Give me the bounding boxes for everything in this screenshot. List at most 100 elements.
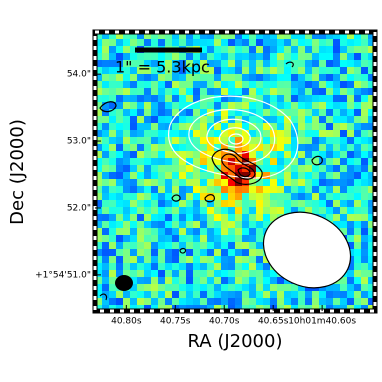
pixel <box>214 53 221 60</box>
pixel <box>123 298 130 305</box>
pixel <box>109 123 116 130</box>
pixel <box>263 130 270 137</box>
pixel <box>333 291 340 298</box>
pixel <box>158 207 165 214</box>
pixel <box>319 207 326 214</box>
pixel <box>347 284 354 291</box>
pixel <box>207 214 214 221</box>
pixel <box>312 158 319 165</box>
pixel <box>249 151 256 158</box>
pixel <box>193 200 200 207</box>
pixel <box>179 179 186 186</box>
pixel <box>263 200 270 207</box>
pixel <box>116 235 123 242</box>
pixel <box>340 123 347 130</box>
pixel <box>242 284 249 291</box>
pixel <box>319 298 326 305</box>
pixel <box>123 46 130 53</box>
pixel <box>179 291 186 298</box>
pixel <box>242 221 249 228</box>
pixel <box>102 32 109 39</box>
pixel <box>109 46 116 53</box>
pixel <box>200 102 207 109</box>
pixel <box>354 102 361 109</box>
pixel <box>109 158 116 165</box>
pixel <box>214 74 221 81</box>
pixel <box>277 116 284 123</box>
pixel <box>347 32 354 39</box>
pixel <box>298 95 305 102</box>
pixel <box>326 137 333 144</box>
pixel <box>340 67 347 74</box>
pixel <box>130 88 137 95</box>
pixel <box>347 263 354 270</box>
pixel <box>116 214 123 221</box>
pixel <box>207 200 214 207</box>
pixel <box>347 88 354 95</box>
pixel <box>137 242 144 249</box>
pixel <box>298 291 305 298</box>
pixel <box>284 200 291 207</box>
pixel <box>361 165 368 172</box>
pixel <box>256 249 263 256</box>
pixel <box>109 193 116 200</box>
pixel <box>326 200 333 207</box>
pixel <box>95 228 102 235</box>
pixel <box>200 144 207 151</box>
pixel <box>179 270 186 277</box>
pixel <box>277 284 284 291</box>
pixel <box>214 158 221 165</box>
pixel <box>116 137 123 144</box>
pixel <box>151 60 158 67</box>
pixel <box>298 32 305 39</box>
pixel <box>284 305 291 311</box>
pixel <box>172 165 179 172</box>
pixel <box>221 137 228 144</box>
scale-label: 1" = 5.3kpc <box>115 58 210 77</box>
pixel <box>361 179 368 186</box>
pixel <box>109 207 116 214</box>
pixel <box>256 228 263 235</box>
pixel <box>368 193 375 200</box>
pixel <box>249 39 256 46</box>
pixel <box>235 249 242 256</box>
pixel <box>102 207 109 214</box>
pixel <box>179 102 186 109</box>
pixel <box>319 200 326 207</box>
pixel <box>305 88 312 95</box>
pixel <box>298 74 305 81</box>
pixel <box>109 165 116 172</box>
pixel <box>137 144 144 151</box>
pixel <box>207 137 214 144</box>
pixel <box>95 60 102 67</box>
pixel <box>368 67 375 74</box>
pixel <box>144 291 151 298</box>
pixel <box>368 221 375 228</box>
pixel <box>270 39 277 46</box>
pixel <box>144 263 151 270</box>
pixel <box>242 249 249 256</box>
pixel <box>298 144 305 151</box>
pixel <box>165 74 172 81</box>
pixel <box>326 179 333 186</box>
pixel <box>95 305 102 311</box>
pixel <box>256 151 263 158</box>
pixel <box>298 284 305 291</box>
pixel <box>228 228 235 235</box>
pixel <box>207 116 214 123</box>
pixel <box>151 95 158 102</box>
pixel <box>158 214 165 221</box>
pixel <box>207 130 214 137</box>
pixel <box>109 130 116 137</box>
pixel <box>368 39 375 46</box>
pixel <box>221 46 228 53</box>
pixel <box>144 39 151 46</box>
pixel <box>116 39 123 46</box>
pixel <box>347 109 354 116</box>
pixel <box>242 235 249 242</box>
pixel <box>221 144 228 151</box>
pixel <box>144 95 151 102</box>
pixel <box>305 60 312 67</box>
pixel <box>207 60 214 67</box>
pixel <box>354 200 361 207</box>
